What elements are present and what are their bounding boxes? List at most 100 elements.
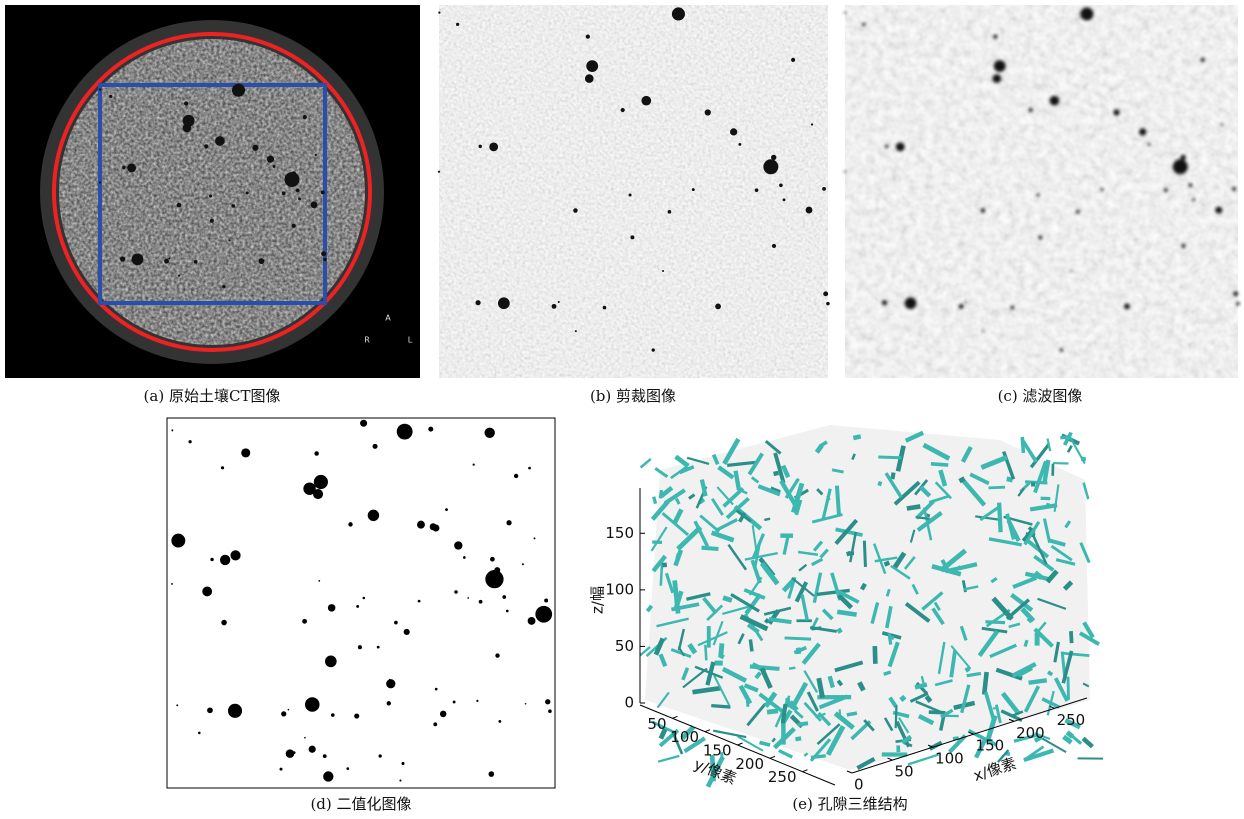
pore — [823, 291, 828, 296]
pore — [1100, 188, 1103, 191]
pore-strand — [785, 638, 812, 639]
pore — [467, 597, 469, 599]
pore — [528, 467, 531, 470]
tick-mark — [847, 771, 852, 773]
pore-strand — [931, 464, 948, 465]
tick-mark — [738, 743, 743, 745]
pore — [844, 171, 846, 173]
pore-strand — [723, 598, 732, 601]
pore — [122, 166, 125, 169]
pore — [177, 203, 181, 207]
caption: (a) 原始土壤CT图像 — [144, 387, 281, 405]
pore — [328, 604, 336, 612]
pore — [1201, 58, 1205, 62]
pore — [433, 722, 437, 726]
pore — [772, 244, 776, 248]
pore — [221, 620, 227, 626]
tick-mark — [705, 730, 710, 732]
pore — [1173, 159, 1188, 174]
pore-strand — [862, 584, 865, 590]
pore — [304, 737, 306, 739]
y-tick-label: 50 — [647, 715, 666, 733]
pore — [288, 709, 290, 711]
pore — [585, 74, 594, 83]
pore — [428, 427, 433, 432]
pore — [1038, 235, 1042, 239]
tick-mark — [673, 716, 678, 718]
pore — [715, 303, 721, 309]
pore — [204, 144, 208, 148]
pore — [603, 306, 607, 310]
pore-strand — [929, 712, 946, 713]
pore-strand — [1083, 738, 1092, 746]
pore — [544, 598, 548, 602]
caption: (c) 滤波图像 — [998, 387, 1083, 405]
pore-strand — [1068, 446, 1072, 453]
pore-strand — [830, 676, 833, 687]
pore — [730, 128, 737, 135]
pore — [346, 767, 349, 770]
pore — [668, 210, 672, 214]
pore — [309, 746, 316, 753]
pore-strand — [853, 436, 860, 438]
pore — [525, 703, 527, 705]
pore — [314, 475, 328, 489]
x-tick-label: 0 — [854, 776, 864, 794]
pore — [1113, 109, 1119, 115]
pore-strand — [907, 506, 920, 508]
x-tick-label: 50 — [895, 763, 914, 781]
pore-strand — [1048, 439, 1051, 452]
pore — [314, 451, 318, 455]
pore-strand — [892, 473, 893, 480]
pore — [368, 510, 379, 521]
pore — [454, 541, 462, 549]
pore — [231, 204, 235, 208]
pore — [905, 297, 917, 309]
pore — [771, 155, 776, 160]
pore — [418, 600, 421, 603]
pore — [438, 12, 440, 14]
pore — [220, 555, 230, 565]
pore — [456, 23, 459, 26]
pore — [552, 304, 557, 309]
pore — [298, 197, 301, 200]
pore-strand — [789, 668, 795, 669]
y-axis-label: y/像素 — [691, 755, 738, 788]
z-axis-label: z/幅 — [589, 586, 607, 614]
pore — [210, 219, 214, 223]
pore — [377, 646, 380, 649]
pore — [284, 172, 299, 187]
z-tick-label: 50 — [615, 637, 634, 655]
pore-strand — [721, 643, 722, 657]
pore — [323, 754, 327, 758]
pore-strand — [760, 742, 771, 745]
figure: A R L (a) 原始土壤CT图像 (b) 剪裁图像 (c) 滤波图像 (d)… — [0, 0, 1244, 819]
pore — [379, 754, 382, 757]
pore-strand — [783, 704, 786, 723]
pore — [1139, 128, 1146, 135]
pore — [763, 159, 778, 174]
pore — [885, 145, 888, 148]
pore-strand — [1048, 672, 1052, 675]
pore-strand — [967, 673, 981, 675]
x-axis-label: x/像素 — [971, 754, 1018, 785]
pore — [354, 713, 359, 718]
pore — [318, 580, 320, 582]
pore — [325, 656, 337, 668]
pore — [273, 165, 276, 168]
pore — [1233, 291, 1238, 296]
pore — [315, 154, 317, 156]
pore-strand — [837, 486, 839, 517]
pore — [321, 251, 326, 256]
pore — [171, 429, 173, 431]
pore — [573, 208, 577, 212]
pore — [207, 707, 213, 713]
tick-mark — [770, 756, 775, 758]
pore — [484, 428, 494, 438]
pore — [432, 524, 439, 531]
pore — [779, 183, 783, 187]
x-tick-label: 250 — [1057, 711, 1086, 729]
pore — [498, 720, 501, 723]
pore — [965, 301, 967, 303]
pore — [228, 704, 242, 718]
